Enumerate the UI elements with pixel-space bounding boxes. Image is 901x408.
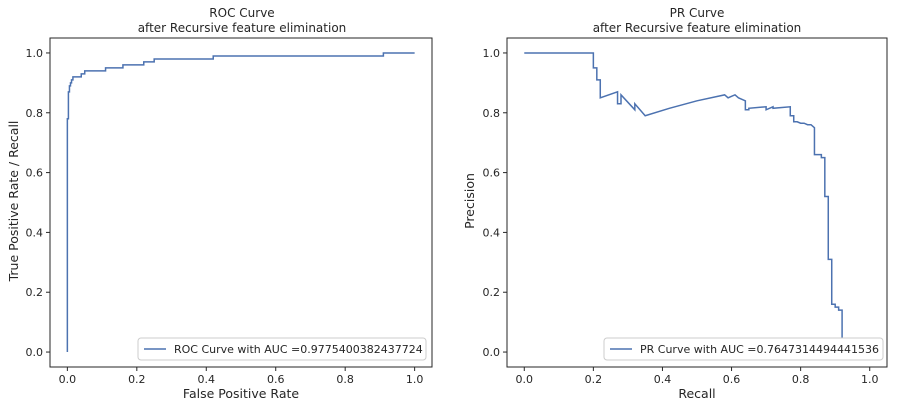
pr-x-tick-label: 0.6 [723, 373, 741, 386]
pr-y-tick-label: 0.8 [483, 107, 501, 120]
roc-legend-box [137, 337, 427, 361]
roc-x-tick-label: 0.0 [59, 373, 77, 386]
pr-y-tick-label: 0.2 [483, 286, 501, 299]
roc-chart-title: ROC Curve [209, 6, 274, 20]
roc-y-tick-label: 0.8 [26, 107, 44, 120]
roc-y-tick-label: 0.0 [26, 346, 44, 359]
roc-y-axis-label: True Positive Rate / Recall [6, 121, 21, 283]
roc-y-tick-label: 1.0 [26, 47, 44, 60]
pr-y-axis-label: Precision [462, 173, 477, 229]
roc-x-axis-label: False Positive Rate [183, 386, 299, 401]
roc-x-tick-label: 0.2 [128, 373, 146, 386]
pr-legend-box [603, 337, 884, 361]
roc-curve-line [66, 52, 415, 353]
roc-y-tick-label: 0.6 [26, 167, 44, 180]
pr-chart-panel: PR Curve after Recursive feature elimina… [462, 6, 888, 401]
roc-x-tick-label: 1.0 [406, 373, 424, 386]
pr-y-tick-label: 0.6 [483, 167, 501, 180]
roc-legend: ROC Curve with AUC =0.9775400382437724 [137, 337, 427, 361]
pr-chart-title: PR Curve [670, 6, 725, 20]
pr-y-tick-label: 0.0 [483, 346, 501, 359]
pr-y-tick-label: 0.4 [483, 226, 501, 239]
pr-legend: PR Curve with AUC =0.7647314494441536 [603, 337, 884, 361]
roc-chart-panel: ROC Curve after Recursive feature elimin… [6, 6, 433, 401]
roc-x-tick-label: 0.6 [267, 373, 285, 386]
roc-y-tick-label: 0.4 [26, 226, 44, 239]
pr-x-tick-label: 0.4 [654, 373, 672, 386]
pr-x-tick-label: 0.8 [792, 373, 810, 386]
roc-legend-label: ROC Curve with AUC =0.9775400382437724 [174, 343, 423, 356]
pr-x-axis-label: Recall [678, 386, 715, 401]
roc-x-tick-label: 0.4 [198, 373, 216, 386]
pr-chart-subtitle: after Recursive feature elimination [593, 21, 802, 35]
pr-axes-frame [506, 37, 888, 368]
pr-x-tick-label: 0.0 [516, 373, 534, 386]
pr-x-tick-label: 0.2 [585, 373, 603, 386]
roc-x-tick-label: 0.8 [336, 373, 354, 386]
roc-plot-area: 0.0 0.2 0.4 0.6 0.8 1.0 0.0 0.2 0.4 0.6 0.8 1.0 [26, 37, 433, 386]
roc-y-tick-label: 0.2 [26, 286, 44, 299]
pr-legend-label: PR Curve with AUC =0.7647314494441536 [640, 343, 879, 356]
pr-y-tick-label: 1.0 [483, 47, 501, 60]
pr-curve-line [524, 52, 849, 343]
pr-x-tick-label: 1.0 [861, 373, 879, 386]
roc-axes-frame [49, 37, 433, 368]
roc-chart-subtitle: after Recursive feature elimination [138, 21, 347, 35]
pr-plot-area: 0.0 0.2 0.4 0.6 0.8 1.0 0.0 0.2 0.4 0.6 0.8 1.0 [483, 37, 888, 386]
